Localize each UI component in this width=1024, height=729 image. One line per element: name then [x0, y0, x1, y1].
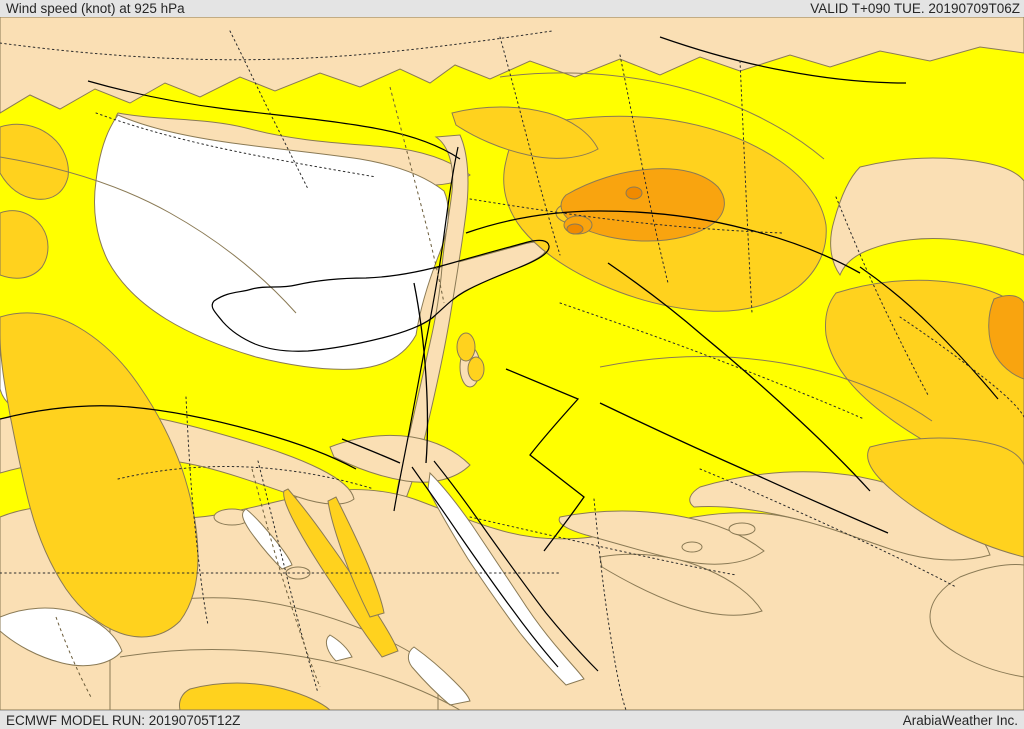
white-gulf-suez [242, 508, 293, 570]
border-admin-mid [469, 198, 783, 234]
provider-credit: ArabiaWeather Inc. [902, 713, 1018, 728]
peach-sinai [329, 435, 471, 483]
peach-najd-2 [599, 553, 763, 616]
band-gold-regions [0, 106, 1024, 710]
coast-persian-gulf [859, 266, 999, 400]
border-admin-turkey-1 [95, 112, 377, 178]
weather-contour-map [0, 17, 1024, 710]
gold-blob-2 [467, 356, 485, 382]
coast-cyprus [211, 239, 550, 352]
valid-time-label: VALID T+090 TUE. 20190709T06Z [810, 1, 1020, 16]
footer-bar: ECMWF MODEL RUN: 20190705T12Z ArabiaWeat… [0, 710, 1024, 729]
gold-west-edge [0, 123, 69, 200]
border-admin-iraq-1 [739, 60, 753, 314]
coast-anatolia [87, 80, 461, 160]
peach-islet-6 [728, 522, 756, 536]
border-egypt-israel [341, 438, 401, 464]
border-admin-dashed-3 [55, 616, 93, 700]
border-admin-saudi-3 [699, 468, 957, 588]
coast-nile-delta [0, 405, 357, 470]
border-admin-saudi-2 [469, 516, 737, 576]
contour-a [0, 156, 297, 314]
border-admin-egypt-1 [117, 466, 375, 490]
gold-aqaba [327, 496, 385, 618]
peach-iraq-north [830, 157, 1024, 277]
coastlines [0, 36, 999, 672]
peach-najd [558, 510, 765, 565]
orange-east-edge [988, 295, 1024, 380]
gold-blob-1 [456, 332, 476, 362]
white-red-sea-south [407, 646, 471, 706]
border-admin-turkey-2 [229, 30, 309, 190]
orange-blob-1-core [566, 223, 584, 235]
coast-red-sea-east [433, 460, 599, 672]
white-med-sw [0, 607, 123, 667]
orange-blob-2-core [625, 186, 643, 200]
white-red-sea [427, 471, 585, 686]
band-orange-regions [560, 168, 1024, 380]
coast-levant [393, 146, 459, 512]
coast-red-sea-west [411, 466, 559, 668]
gold-bottom-left [179, 682, 331, 710]
border-israel-jordan [413, 282, 429, 464]
border-admin-north [0, 30, 553, 61]
page-title: Wind speed (knot) at 925 hPa [6, 1, 185, 16]
model-run-label: ECMWF MODEL RUN: 20190705T12Z [6, 713, 241, 728]
gold-levantine-sea [0, 312, 199, 638]
border-syria-iraq [607, 262, 871, 492]
border-admin-saudi-1 [593, 498, 627, 710]
political-borders [0, 30, 1024, 710]
white-east-med-low [94, 114, 449, 370]
border-iraq-saudi [599, 402, 889, 534]
border-admin-iran-1 [835, 196, 929, 396]
gold-turkey-south [451, 106, 599, 159]
border-admin-dashed-1 [389, 86, 445, 304]
coast-north [659, 36, 907, 84]
white-delta [325, 634, 353, 662]
peach-islet-4 [681, 541, 703, 553]
gold-med-west [0, 210, 49, 279]
contour-c [599, 356, 933, 422]
border-turkey-syria [465, 210, 861, 274]
border-jordan-saudi [505, 368, 585, 552]
contour-lines [0, 72, 933, 710]
contour-b [499, 72, 825, 160]
border-admin-syria-1 [499, 36, 561, 256]
peach-east-pocket [929, 564, 1024, 678]
map-canvas[interactable] [0, 17, 1024, 710]
border-admin-egypt-3 [185, 396, 209, 626]
border-admin-syria-2 [619, 54, 669, 284]
header-bar: Wind speed (knot) at 925 hPa VALID T+090… [0, 0, 1024, 17]
gold-east-lower [867, 437, 1024, 558]
peach-north-strip [0, 17, 1024, 114]
contour-d [119, 649, 461, 710]
border-admin-iraq-2 [559, 302, 865, 420]
